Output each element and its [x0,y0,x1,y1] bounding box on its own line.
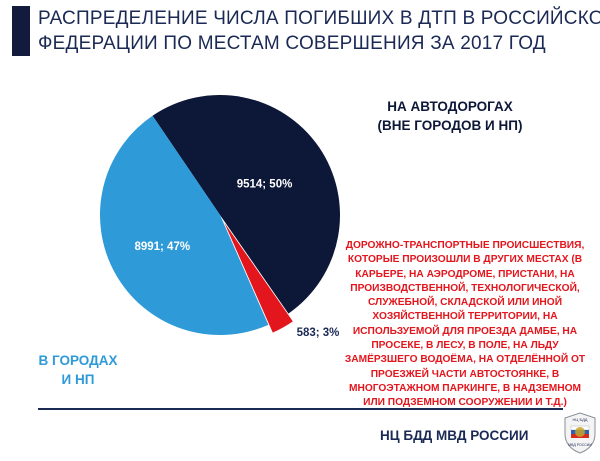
page-title: РАСПРЕДЕЛЕНИЕ ЧИСЛА ПОГИБШИХ В ДТП В РОС… [38,6,600,56]
category-label-cities-line-2: И НП [61,372,95,387]
category-label-roads-line-1: НА АВТОДОРОГАХ [387,99,513,114]
other-line-11: МНОГОЭТАЖНОМ ПАРКИНГЕ, В НАДЗЕМНОМ [348,382,582,394]
other-line-7: ИСПОЛЬЗУЕМОЙ ДЛЯ ПРОЕЗДА ДАМБЕ, НА [352,325,578,337]
other-line-12: ИЛИ ПОДЗЕМНОМ СООРУЖЕНИИ И Т.Д.) [363,397,567,409]
other-line-1: ДОРОЖНО-ТРАНСПОРТНЫЕ ПРОИСШЕСТВИЯ, [345,240,585,251]
footer-org-name: НЦ БДД МВД РОССИИ [380,428,529,443]
pie-slice-cities [99,115,269,336]
title-line-2: ФЕДЕРАЦИИ ПО МЕСТАМ СОВЕРШЕНИЯ ЗА 2017 Г… [38,33,546,54]
header-accent-bar [12,6,30,56]
emblem-text-bottom: МВД РОССИИ [568,443,592,447]
data-label-other: 583; 3% [297,327,340,339]
other-line-2: КОТОРЫЕ ПРОИЗОШЛИ В ДРУГИХ МЕСТАХ (В [347,254,583,266]
other-line-3: КАРЬЕРЕ, НА АЭРОДРОМЕ, ПРИСТАНИ, НА [355,268,575,280]
category-label-roads: НА АВТОДОРОГАХ (ВНЕ ГОРОДОВ И НП) [350,97,550,135]
org-emblem-logo: НЦ БДД МВД РОССИИ [564,412,596,454]
data-label-roads: 9514; 50% [237,178,293,190]
footer-divider [38,408,563,410]
other-line-8: ПРОСЕКЕ, В ЛЕСУ, В ПОЛЕ, НА ЛЬДУ [371,340,559,352]
pie-slices [99,94,341,336]
emblem-text-top: НЦ БДД [572,417,587,422]
pie-slice-other [224,222,293,333]
category-label-cities: В ГОРОДАХ И НП [28,351,128,389]
pie-slice-roads [152,94,341,314]
category-label-cities-line-1: В ГОРОДАХ [38,353,118,368]
title-line-1: РАСПРЕДЕЛЕНИЕ ЧИСЛА ПОГИБШИХ В ДТП В РОС… [38,8,600,29]
pie-data-labels: 9514; 50% 583; 3% 8991; 47% [134,178,339,339]
data-label-cities: 8991; 47% [134,241,190,253]
other-line-5: СЛУЖЕБНОЙ, СКЛАДСКОЙ ИЛИ ИНОЙ [367,297,563,309]
other-line-10: ПРОЕЗЖЕЙ ЧАСТИ АВТОСТОЯНКЕ, В [370,368,560,380]
category-label-other: ДОРОЖНО-ТРАНСПОРТНЫЕ ПРОИСШЕСТВИЯ, КОТОР… [330,239,600,411]
category-label-roads-line-2: (ВНЕ ГОРОДОВ И НП) [377,118,523,133]
other-line-9: ЗАМЁРЗШЕГО ВОДОЁМА, НА ОТДЕЛЁННОЙ ОТ [344,354,586,366]
other-line-4: ПРОИЗВОДСТВЕННОЙ, ТЕХНОЛОГИЧЕСКОЙ, [350,282,580,294]
other-line-6: ХОЗЯЙСТВЕННОЙ ТЕРРИТОРИИ, НА [372,311,558,323]
